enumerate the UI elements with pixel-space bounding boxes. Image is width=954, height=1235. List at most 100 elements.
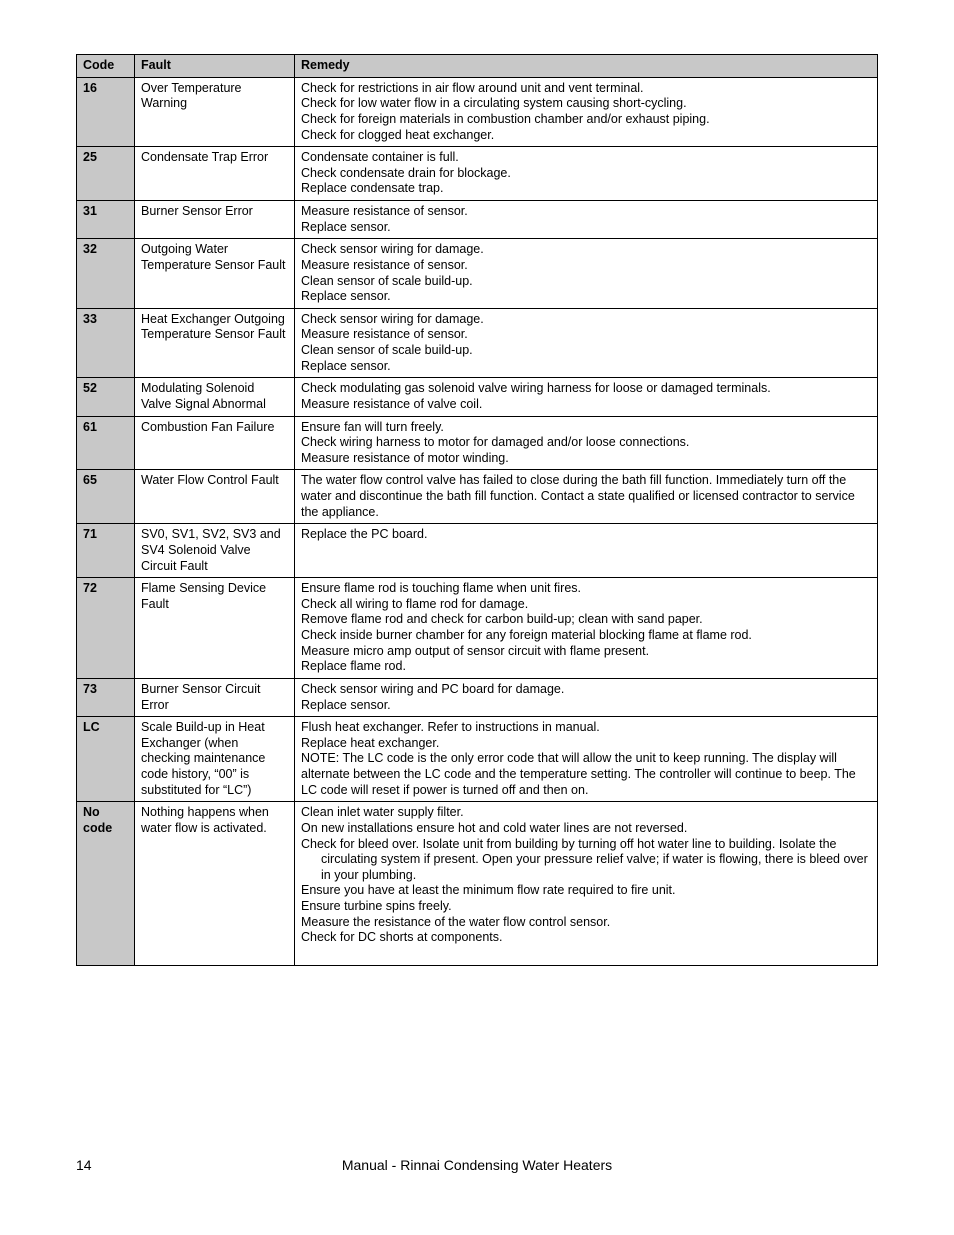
remedy-line: Measure resistance of sensor. [301,204,871,220]
code-cell: 16 [77,77,135,147]
code-cell: 31 [77,201,135,239]
remedy-line: Replace sensor. [301,220,871,236]
fault-cell: Nothing happens when water flow is activ… [135,802,295,965]
table-row: 52Modulating Solenoid Valve Signal Abnor… [77,378,878,416]
remedy-cell: Flush heat exchanger. Refer to instructi… [295,717,878,802]
code-cell: 33 [77,308,135,378]
remedy-cell: Measure resistance of sensor.Replace sen… [295,201,878,239]
remedy-line: Check for bleed over. Isolate unit from … [301,837,871,853]
remedy-line: Replace sensor. [301,359,871,375]
remedy-cell: Check sensor wiring and PC board for dam… [295,678,878,716]
code-cell: 71 [77,524,135,578]
code-cell: 32 [77,239,135,309]
fault-cell: Condensate Trap Error [135,147,295,201]
remedy-line: Check all wiring to flame rod for damage… [301,597,871,613]
remedy-line: Replace flame rod. [301,659,871,675]
table-row: 25Condensate Trap ErrorCondensate contai… [77,147,878,201]
fault-cell: Burner Sensor Circuit Error [135,678,295,716]
remedy-line: Replace the PC board. [301,527,871,543]
remedy-line: Check for foreign materials in combustio… [301,112,871,128]
remedy-cell: Replace the PC board. [295,524,878,578]
table-row: 71SV0, SV1, SV2, SV3 and SV4 Solenoid Va… [77,524,878,578]
code-cell: No code [77,802,135,965]
remedy-cell: Check sensor wiring for damage.Measure r… [295,308,878,378]
remedy-cell: The water flow control valve has failed … [295,470,878,524]
remedy-line: Replace sensor. [301,698,871,714]
remedy-line: Measure resistance of valve coil. [301,397,871,413]
remedy-line: Check for low water flow in a circulatin… [301,96,871,112]
remedy-line: Measure resistance of sensor. [301,327,871,343]
remedy-line: Flush heat exchanger. Refer to instructi… [301,720,871,736]
remedy-line: Check inside burner chamber for any fore… [301,628,871,644]
header-remedy: Remedy [295,55,878,78]
remedy-cell: Check for restrictions in air flow aroun… [295,77,878,147]
table-header: Code Fault Remedy [77,55,878,78]
remedy-line: Check modulating gas solenoid valve wiri… [301,381,871,397]
remedy-line: Measure resistance of motor winding. [301,451,871,467]
fault-cell: Combustion Fan Failure [135,416,295,470]
remedy-line: Condensate container is full. [301,150,871,166]
page: Code Fault Remedy 16Over Temperature War… [0,0,954,1235]
table-row: LCScale Build-up in Heat Exchanger (when… [77,717,878,802]
table-row: 16Over Temperature Warning Check for rest… [77,77,878,147]
remedy-line: On new installations ensure hot and cold… [301,821,871,837]
table-body: 16Over Temperature Warning Check for rest… [77,77,878,965]
remedy-line: Check sensor wiring for damage. [301,242,871,258]
remedy-cell: Ensure flame rod is touching flame when … [295,578,878,679]
code-cell: 52 [77,378,135,416]
fault-cell: Flame Sensing Device Fault [135,578,295,679]
remedy-cell: Clean inlet water supply filter.On new i… [295,802,878,965]
table-row: 65Water Flow Control FaultThe water flow… [77,470,878,524]
remedy-line: Check for restrictions in air flow aroun… [301,81,871,97]
table-row: 61Combustion Fan FailureEnsure fan will … [77,416,878,470]
fault-cell: Scale Build-up in Heat Exchanger (when c… [135,717,295,802]
page-footer: Manual - Rinnai Condensing Water Heaters… [76,1157,878,1173]
remedy-line: circulating system if present. Open your… [301,852,871,883]
remedy-line: Replace condensate trap. [301,181,871,197]
remedy-line: Ensure turbine spins freely. [301,899,871,915]
remedy-line: Check sensor wiring for damage. [301,312,871,328]
code-cell: 25 [77,147,135,201]
code-cell: 73 [77,678,135,716]
remedy-line: Ensure fan will turn freely. [301,420,871,436]
remedy-cell: Ensure fan will turn freely.Check wiring… [295,416,878,470]
remedy-line: Measure micro amp output of sensor circu… [301,644,871,660]
table-row: 33Heat Exchanger Outgoing Temperature Se… [77,308,878,378]
code-cell: LC [77,717,135,802]
header-code: Code [77,55,135,78]
remedy-line: Remove flame rod and check for carbon bu… [301,612,871,628]
code-cell: 65 [77,470,135,524]
remedy-line: Check for clogged heat exchanger. [301,128,871,144]
fault-cell: SV0, SV1, SV2, SV3 and SV4 Solenoid Valv… [135,524,295,578]
fault-cell: Over Temperature Warning [135,77,295,147]
table-row: 32Outgoing Water Temperature Sensor Faul… [77,239,878,309]
remedy-line: Clean sensor of scale build-up. [301,274,871,290]
fault-cell: Water Flow Control Fault [135,470,295,524]
table-row: 31Burner Sensor ErrorMeasure resistance … [77,201,878,239]
remedy-line: Check for DC shorts at components. [301,930,871,946]
remedy-line: Check condensate drain for blockage. [301,166,871,182]
remedy-line: Check sensor wiring and PC board for dam… [301,682,871,698]
remedy-line: Replace sensor. [301,289,871,305]
fault-cell: Burner Sensor Error [135,201,295,239]
remedy-line: Measure the resistance of the water flow… [301,915,871,931]
remedy-line: Measure resistance of sensor. [301,258,871,274]
table-row: 72Flame Sensing Device FaultEnsure flame… [77,578,878,679]
code-cell: 61 [77,416,135,470]
remedy-cell: Condensate container is full.Check conde… [295,147,878,201]
header-fault: Fault [135,55,295,78]
remedy-cell: Check sensor wiring for damage.Measure r… [295,239,878,309]
remedy-line: Ensure flame rod is touching flame when … [301,581,871,597]
remedy-line: The water flow control valve has failed … [301,473,871,520]
fault-code-table: Code Fault Remedy 16Over Temperature War… [76,54,878,966]
remedy-line: Replace heat exchanger. [301,736,871,752]
fault-cell: Modulating Solenoid Valve Signal Abnorma… [135,378,295,416]
remedy-line: NOTE: The LC code is the only error code… [301,751,871,798]
table-row: 73Burner Sensor Circuit Error Check senso… [77,678,878,716]
remedy-line: Ensure you have at least the minimum flo… [301,883,871,899]
remedy-line: Clean sensor of scale build-up. [301,343,871,359]
fault-cell: Outgoing Water Temperature Sensor Fault [135,239,295,309]
table-row: No codeNothing happens when water flow i… [77,802,878,965]
remedy-line: Clean inlet water supply filter. [301,805,871,821]
footer-doc-title: Manual - Rinnai Condensing Water Heaters [76,1157,878,1173]
